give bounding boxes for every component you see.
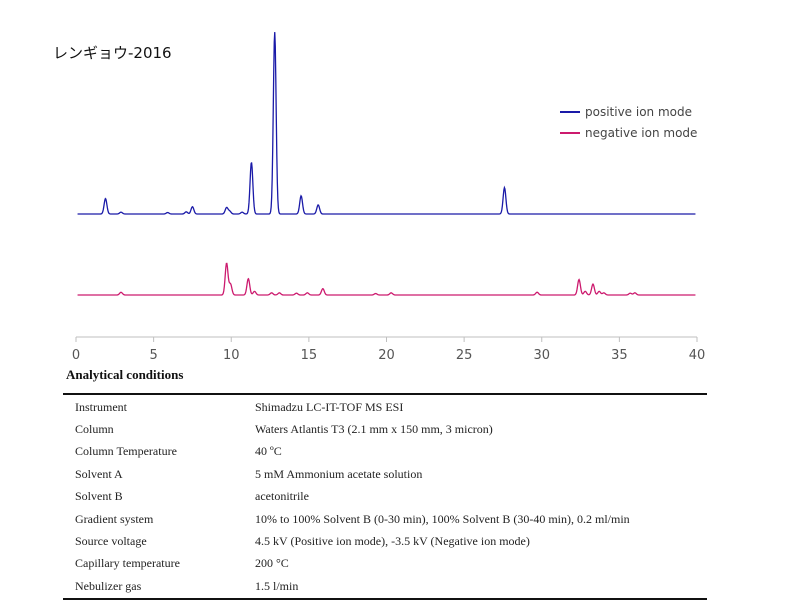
table-row: Nebulizer gas 1.5 l/min: [63, 575, 707, 598]
x-tick-label: 15: [301, 348, 318, 363]
x-tick-label: 30: [533, 348, 550, 363]
legend-swatch-positive: [560, 111, 580, 113]
row-label: Column Temperature: [75, 444, 177, 459]
row-label: Gradient system: [75, 511, 154, 526]
row-label: Column: [75, 422, 114, 437]
legend-swatch-negative: [560, 132, 580, 134]
row-label: Instrument: [75, 399, 127, 414]
row-value: 1.5 l/min: [255, 578, 299, 593]
x-tick-label: 10: [223, 348, 240, 363]
table-row: Gradient system 10% to 100% Solvent B (0-…: [63, 508, 707, 530]
table-row: Source voltage 4.5 kV (Positive ion mode)…: [63, 530, 707, 552]
row-label: Capillary temperature: [75, 556, 180, 571]
row-value: 10% to 100% Solvent B (0-30 min), 100% S…: [255, 511, 630, 526]
table-row: Instrument Shimadzu LC-IT-TOF MS ESI: [63, 394, 707, 418]
row-label: Nebulizer gas: [75, 578, 142, 593]
x-tick-label: 40: [689, 348, 706, 363]
x-tick-label: 20: [378, 348, 395, 363]
legend-item-positive: positive ion mode: [560, 104, 697, 120]
x-tick-label: 0: [72, 348, 80, 363]
table-row: Solvent A 5 mM Ammonium acetate solution: [63, 463, 707, 485]
row-value: 5 mM Ammonium acetate solution: [255, 466, 423, 481]
section-title: Analytical conditions: [66, 367, 184, 382]
series-line-positive: [77, 32, 696, 215]
row-value: 40 ºC: [255, 444, 282, 459]
row-value: acetonitrile: [255, 489, 309, 504]
table-row: Column Temperature 40 ºC: [63, 441, 707, 463]
table-row: Column Waters Atlantis T3 (2.1 mm x 150 m…: [63, 418, 707, 440]
chromatogram-chart: 0 5 10 15 20 25 30 35 40: [72, 32, 706, 363]
row-value: Waters Atlantis T3 (2.1 mm x 150 mm, 3 m…: [255, 422, 493, 437]
legend-item-negative: negative ion mode: [560, 125, 697, 141]
legend-label-positive: positive ion mode: [585, 105, 693, 119]
legend-label-negative: negative ion mode: [585, 126, 698, 140]
series-line-negative: [77, 262, 696, 296]
table-row: Solvent B acetonitrile: [63, 486, 707, 508]
row-value: 4.5 kV (Positive ion mode), -3.5 kV (Neg…: [255, 534, 530, 549]
row-value: 200 °C: [255, 556, 289, 571]
conditions-table: Instrument Shimadzu LC-IT-TOF MS ESI Colu…: [63, 393, 707, 600]
table-row: Capillary temperature 200 °C: [63, 553, 707, 575]
x-tick-label: 5: [149, 348, 157, 363]
x-tick-label: 35: [611, 348, 628, 363]
legend: positive ion mode negative ion mode: [560, 104, 697, 146]
chart-title: レンギョウ-2016: [53, 44, 172, 62]
row-label: Solvent B: [75, 489, 123, 504]
row-label: Source voltage: [75, 534, 147, 549]
row-value: Shimadzu LC-IT-TOF MS ESI: [255, 399, 404, 414]
row-label: Solvent A: [75, 466, 123, 481]
x-tick-label: 25: [456, 348, 473, 363]
